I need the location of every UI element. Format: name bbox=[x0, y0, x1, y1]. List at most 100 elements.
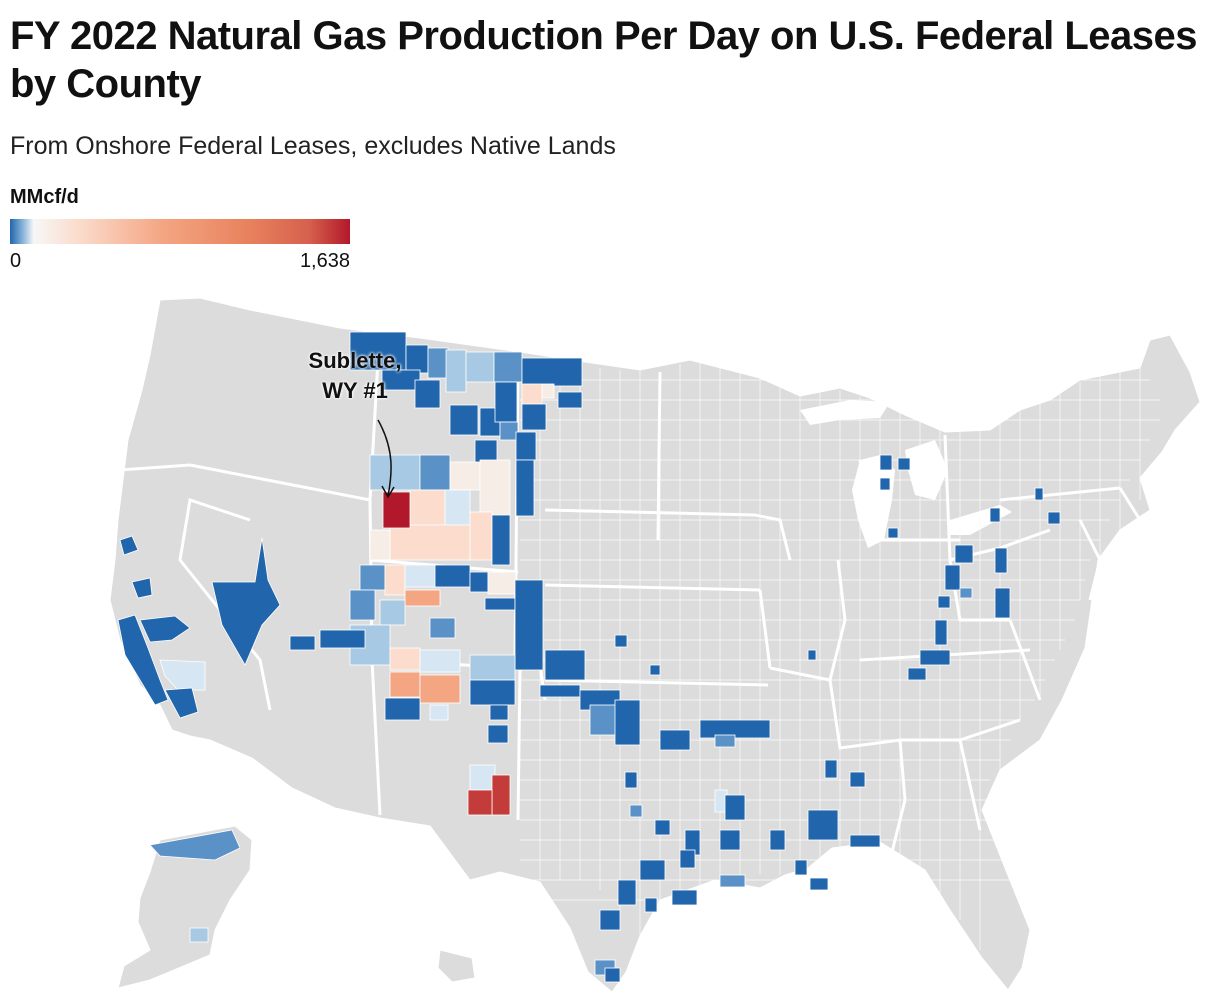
county-ok-1 bbox=[544, 649, 586, 681]
chart-subtitle: From Onshore Federal Leases, excludes Na… bbox=[10, 132, 616, 160]
annotation-arrowhead bbox=[381, 485, 395, 499]
county-mt-north-4 bbox=[445, 349, 467, 393]
county-la-5 bbox=[794, 859, 808, 876]
county-co-11 bbox=[484, 597, 516, 611]
county-nm-10 bbox=[487, 724, 509, 744]
county-wv-1 bbox=[994, 547, 1008, 574]
county-nm-3 bbox=[469, 654, 516, 681]
county-mi-2 bbox=[897, 457, 911, 471]
county-nm-7 bbox=[384, 697, 421, 721]
legend-min-label: 0 bbox=[10, 250, 22, 272]
annotation-arrow-line bbox=[377, 419, 392, 497]
county-la-4 bbox=[769, 829, 786, 851]
county-nd-3 bbox=[541, 383, 555, 399]
county-ok-8 bbox=[714, 734, 736, 748]
county-ky-2 bbox=[919, 649, 951, 666]
county-pa-2 bbox=[1047, 511, 1061, 525]
county-nd-1 bbox=[521, 357, 583, 387]
county-nd-5 bbox=[521, 403, 547, 431]
county-ok-2 bbox=[539, 684, 581, 698]
county-wy-5 bbox=[409, 489, 446, 526]
county-ky-1 bbox=[934, 619, 948, 646]
county-mt-3 bbox=[449, 404, 479, 436]
county-tx-10 bbox=[719, 874, 746, 888]
county-sd-1 bbox=[515, 459, 535, 517]
county-al-1 bbox=[849, 771, 866, 788]
county-co-2 bbox=[384, 564, 406, 596]
county-la-3 bbox=[719, 829, 741, 851]
lake-superior bbox=[800, 400, 890, 425]
county-tx-8 bbox=[599, 909, 621, 931]
annotation-arrow bbox=[377, 419, 395, 499]
county-mt-north-1 bbox=[349, 331, 407, 371]
county-nm-12 bbox=[491, 774, 511, 816]
county-oh-2 bbox=[944, 564, 961, 591]
county-wy-7 bbox=[469, 511, 493, 561]
county-nm-13 bbox=[467, 789, 493, 816]
alaska bbox=[117, 825, 253, 989]
county-nm-1 bbox=[389, 647, 421, 671]
county-mt-5 bbox=[494, 381, 518, 423]
county-ak-1 bbox=[149, 829, 241, 861]
county-ks-1 bbox=[514, 579, 544, 671]
county-tx-5 bbox=[679, 849, 696, 869]
county-nv-1 bbox=[211, 537, 281, 666]
hawaii bbox=[437, 949, 476, 983]
county-nm-6 bbox=[469, 679, 516, 706]
county-ok-10 bbox=[649, 664, 661, 676]
county-ca-6 bbox=[131, 577, 153, 599]
county-tx-7 bbox=[617, 879, 637, 906]
lake-huron bbox=[905, 440, 948, 500]
county-ok-6 bbox=[659, 729, 691, 751]
county-co-3 bbox=[404, 564, 436, 588]
county-oh-1 bbox=[954, 544, 974, 564]
county-nm-11 bbox=[469, 764, 496, 791]
county-tx-2 bbox=[629, 804, 643, 818]
county-ca-1 bbox=[117, 614, 169, 706]
county-ca-2 bbox=[139, 615, 191, 643]
county-co-5 bbox=[469, 571, 489, 593]
us-county-map bbox=[109, 297, 1201, 993]
annotation-line-2: WY #1 bbox=[322, 378, 388, 403]
county-ms-2 bbox=[824, 759, 838, 779]
county-co-7 bbox=[404, 589, 441, 607]
county-mt-6 bbox=[499, 421, 519, 441]
county-co-10 bbox=[429, 617, 456, 639]
county-co-4 bbox=[434, 564, 471, 588]
county-co-8 bbox=[379, 599, 406, 626]
county-nd-2 bbox=[521, 383, 543, 405]
county-wy-3 bbox=[449, 461, 481, 491]
county-co-1 bbox=[359, 564, 386, 591]
county-co-9 bbox=[349, 589, 376, 621]
county-nd-4 bbox=[557, 391, 583, 409]
county-pa-1 bbox=[989, 507, 1001, 523]
county-nm-5 bbox=[419, 674, 461, 704]
county-ak-2 bbox=[189, 927, 209, 943]
county-ut-3 bbox=[289, 635, 316, 651]
county-wy-9 bbox=[369, 529, 391, 561]
county-tx-3 bbox=[654, 819, 671, 836]
county-mi-3 bbox=[879, 477, 891, 491]
county-wy-sublette bbox=[382, 491, 411, 529]
county-nm-2 bbox=[419, 649, 461, 673]
county-wy-8 bbox=[389, 524, 471, 561]
legend-color-scale bbox=[10, 219, 350, 244]
county-nm-8 bbox=[429, 704, 449, 721]
county-tx-12 bbox=[604, 967, 621, 983]
county-wy-4 bbox=[479, 459, 511, 516]
county-mi-1 bbox=[879, 454, 893, 471]
legend-title: MMcf/d bbox=[10, 186, 79, 208]
county-co-6 bbox=[487, 571, 517, 595]
annotation-line-1: Sublette, bbox=[308, 348, 402, 373]
county-oh-4 bbox=[937, 595, 951, 609]
county-ms-1 bbox=[807, 809, 839, 841]
chart-title: FY 2022 Natural Gas Production Per Day o… bbox=[10, 14, 1198, 106]
sublette-annotation: Sublette, WY #1 bbox=[270, 346, 440, 406]
county-oh-3 bbox=[959, 587, 973, 599]
county-ok-5 bbox=[614, 699, 641, 746]
county-wy-10 bbox=[491, 514, 511, 566]
county-wy-1 bbox=[369, 454, 421, 491]
county-wv-2 bbox=[994, 587, 1011, 619]
county-ok-9 bbox=[614, 634, 628, 648]
county-ca-4 bbox=[164, 687, 199, 719]
